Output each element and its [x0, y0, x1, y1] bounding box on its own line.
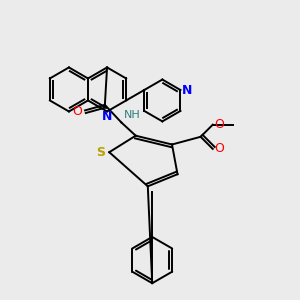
- Text: S: S: [96, 146, 105, 159]
- Text: NH: NH: [124, 110, 140, 120]
- Text: N: N: [182, 83, 192, 97]
- Text: N: N: [102, 110, 112, 124]
- Text: O: O: [214, 118, 224, 131]
- Text: O: O: [214, 142, 224, 155]
- Text: O: O: [72, 105, 82, 118]
